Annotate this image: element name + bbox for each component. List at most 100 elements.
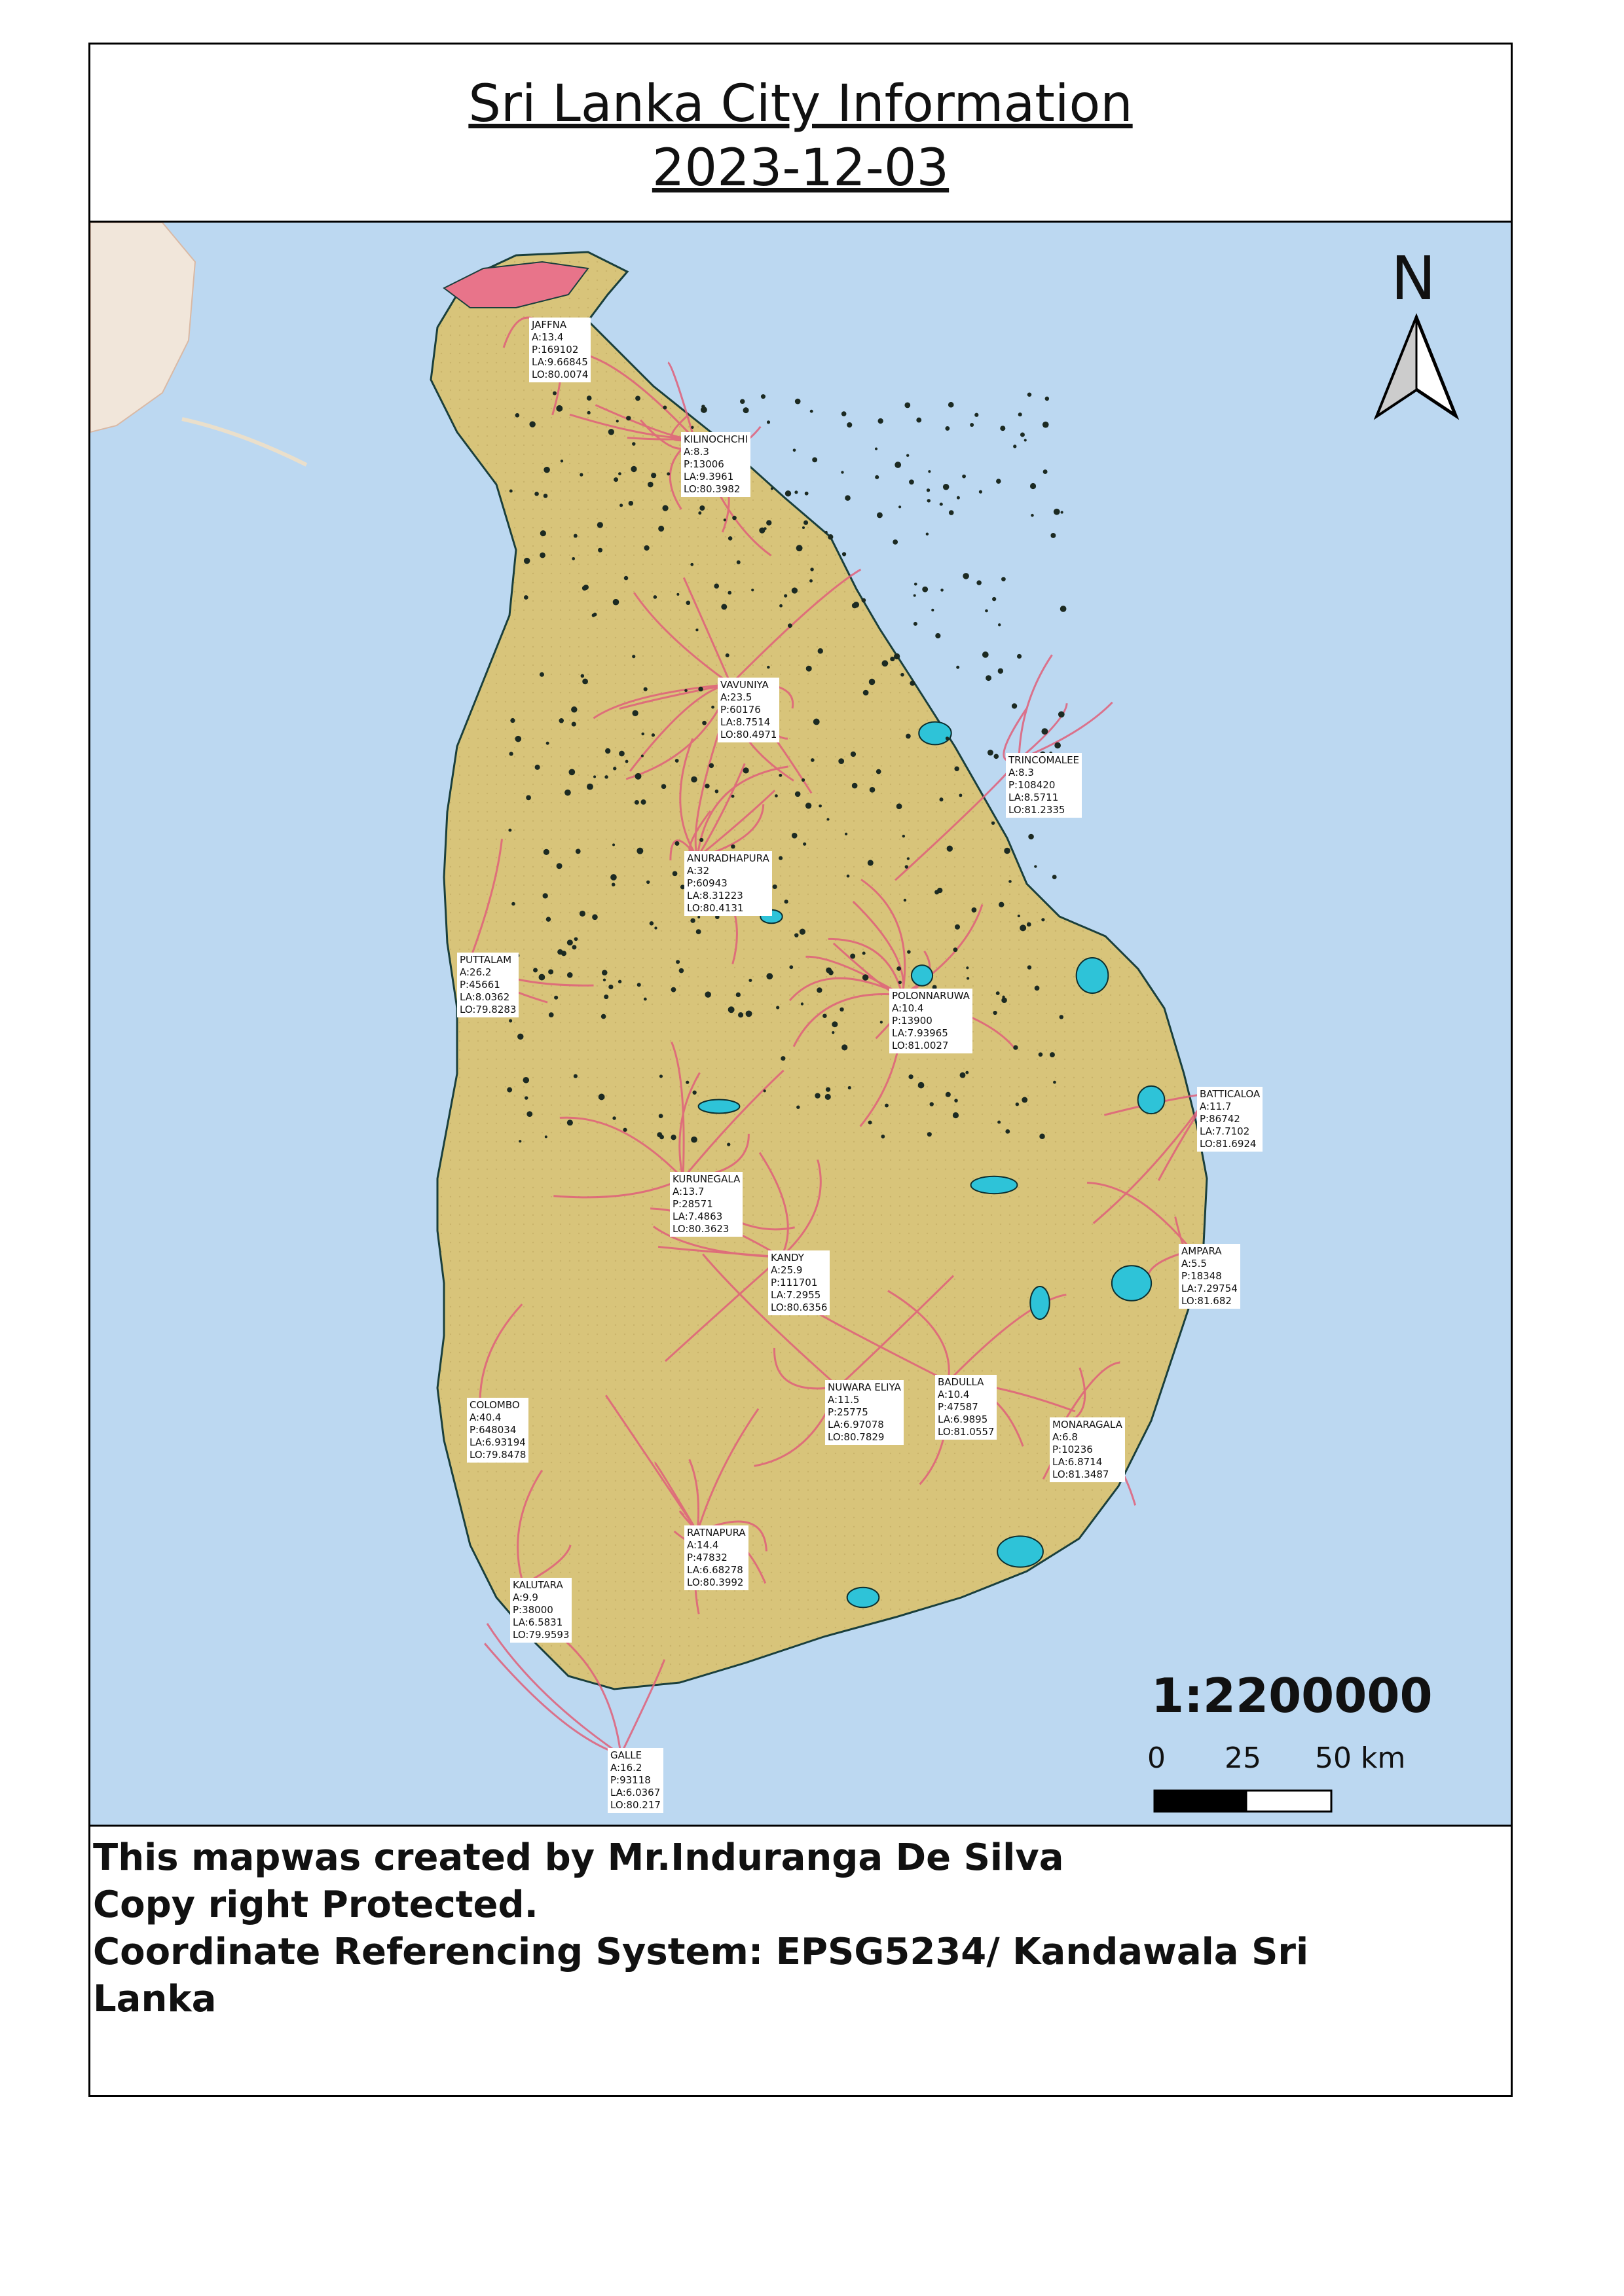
minor-tank-dot <box>794 490 798 494</box>
minor-tank-dot <box>698 686 703 692</box>
minor-tank-dot <box>663 405 667 410</box>
minor-tank-dot <box>649 921 654 926</box>
minor-tank-dot <box>604 994 609 1000</box>
minor-tank-dot <box>956 665 960 669</box>
minor-tank-dot <box>635 773 642 780</box>
minor-tank-dot <box>737 1012 744 1018</box>
minor-tank-dot <box>948 401 954 408</box>
minor-tank-dot <box>619 503 623 507</box>
city-label-la: LA:7.2955 <box>771 1289 821 1301</box>
minor-tank-dot <box>885 1103 889 1108</box>
minor-tank-dot <box>573 534 578 538</box>
minor-tank-dot <box>931 608 934 611</box>
minor-tank-dot <box>561 951 566 957</box>
minor-tank-dot <box>510 718 515 723</box>
minor-tank-dot <box>725 653 729 657</box>
tank-shape <box>970 1175 1018 1195</box>
minor-tank-dot <box>614 477 619 483</box>
minor-tank-dot <box>784 490 792 497</box>
city-label-name: MONARAGALA <box>1052 1419 1122 1430</box>
minor-tank-dot <box>954 924 960 930</box>
city-label: POLONNARUWA A:10.4 P:13900 LA:7.93965 LO:81.… <box>889 989 972 1053</box>
scale-ratio: 1:2200000 <box>1151 1668 1433 1723</box>
minor-tank-dot <box>932 985 937 990</box>
city-label: TRINCOMALEE A:8.3 P:108420 LA:8.5711 LO:81.2… <box>1006 753 1082 818</box>
minor-tank-dot <box>1053 1080 1056 1084</box>
minor-tank-dot <box>543 494 548 498</box>
city-label-p: P:60943 <box>687 877 728 889</box>
city-label-a: A:5.5 <box>1181 1258 1207 1269</box>
minor-tank-dot <box>579 910 585 917</box>
minor-tank-dot <box>772 884 777 890</box>
minor-tank-dot <box>876 512 883 519</box>
minor-tank-dot <box>910 680 915 686</box>
minor-tank-dot <box>610 874 617 881</box>
minor-tank-dot <box>881 1135 885 1139</box>
city-label-a: A:8.3 <box>684 446 709 458</box>
road-segment <box>555 1632 622 1755</box>
map-canvas[interactable]: N JAFFNA A:13.4 P:169102 LA:9.66845 LO:80.00… <box>90 223 1511 1825</box>
minor-tank-dot <box>819 804 822 808</box>
minor-tank-dot <box>714 789 719 793</box>
minor-tank-dot <box>1001 997 1007 1004</box>
minor-tank-dot <box>963 573 969 579</box>
minor-tank-dot <box>598 1093 605 1101</box>
minor-tank-dot <box>654 926 657 930</box>
minor-tank-dot <box>545 917 551 922</box>
minor-tank-dot <box>632 710 638 716</box>
minor-tank-dot <box>962 474 966 479</box>
minor-tank-dot <box>523 595 528 600</box>
city-label-la: LA:7.4863 <box>673 1211 723 1222</box>
minor-tank-dot <box>812 457 818 463</box>
minor-tank-dot <box>676 960 680 964</box>
minor-tank-dot <box>909 479 914 485</box>
city-label-la: LA:8.0362 <box>460 991 510 1003</box>
minor-tank-dot <box>971 907 977 913</box>
minor-tank-dot <box>523 557 530 564</box>
minor-tank-dot <box>801 778 805 782</box>
city-label-p: P:93118 <box>610 1774 651 1786</box>
road-segment <box>1092 1093 1211 1224</box>
minor-tank-dot <box>727 1142 731 1146</box>
minor-tank-dot <box>935 632 941 639</box>
map-footer: This mapwas created by Mr.Induranga De S… <box>90 1825 1511 2097</box>
minor-tank-dot <box>686 600 691 606</box>
city-label-name: NUWARA ELIYA <box>828 1381 901 1393</box>
minor-tank-dot <box>841 1044 848 1051</box>
city-label-a: A:10.4 <box>892 1002 924 1014</box>
city-label-p: P:18348 <box>1181 1270 1222 1282</box>
city-label-la: LA:6.97078 <box>828 1419 884 1430</box>
city-label-la: LA:6.0367 <box>610 1787 661 1798</box>
minor-tank-dot <box>815 1093 821 1099</box>
city-label-la: LA:8.5711 <box>1008 792 1059 803</box>
minor-tank-dot <box>784 900 788 904</box>
minor-tank-dot <box>825 1087 831 1092</box>
minor-tank-dot <box>1041 728 1048 735</box>
road-segment <box>1018 654 1053 760</box>
minor-tank-dot <box>1041 918 1045 922</box>
minor-tank-dot <box>743 767 749 774</box>
minor-tank-dot <box>611 883 616 886</box>
minor-tank-dot <box>1011 703 1018 709</box>
minor-tank-dot <box>509 489 513 493</box>
city-label-name: TRINCOMALEE <box>1008 754 1080 766</box>
city-label-a: A:26.2 <box>460 966 492 978</box>
city-label: COLOMBO A:40.4 P:648034 LA:6.93194 LO:79.847… <box>467 1398 529 1463</box>
minor-tank-dot <box>544 466 550 473</box>
minor-tank-dot <box>1008 880 1012 883</box>
city-label-name: AMPARA <box>1181 1245 1222 1257</box>
minor-tank-dot <box>898 505 902 509</box>
minor-tank-dot <box>1028 833 1034 840</box>
minor-tank-dot <box>640 754 644 757</box>
minor-tank-dot <box>632 442 636 446</box>
city-label-name: KILINOCHCHI <box>684 433 748 445</box>
city-label-name: RATNAPURA <box>687 1527 746 1539</box>
minor-tank-dot <box>691 1136 697 1143</box>
minor-tank-dot <box>900 672 904 677</box>
minor-tank-dot <box>803 520 809 525</box>
city-label-name: JAFFNA <box>532 319 567 331</box>
city-label-name: KANDY <box>771 1252 804 1264</box>
minor-tank-dot <box>540 530 546 537</box>
minor-tank-dot <box>745 1010 752 1017</box>
minor-tank-dot <box>508 828 512 832</box>
